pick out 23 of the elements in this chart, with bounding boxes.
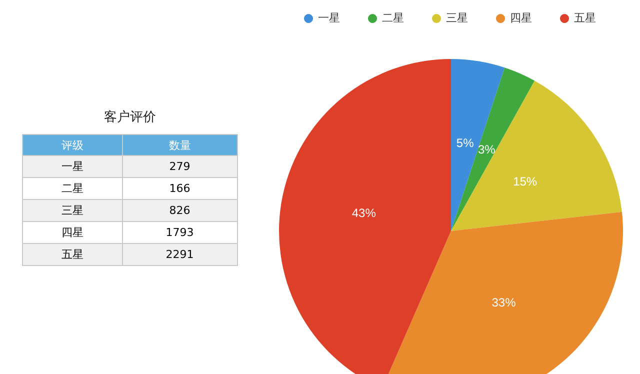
- legend-label: 三星: [446, 12, 468, 24]
- data-label: 166: [122, 178, 238, 200]
- category-label: 二星: [22, 178, 122, 200]
- data-label: 279: [122, 156, 238, 178]
- category-label: 三星: [22, 200, 122, 222]
- legend-label: 四星: [510, 12, 532, 24]
- data-label: 43%: [352, 206, 376, 220]
- text: 数量: [122, 134, 238, 156]
- category-label: 五星: [22, 244, 122, 266]
- data-label: 33%: [492, 296, 516, 310]
- legend-label: 二星: [382, 12, 404, 24]
- data-label: 826: [122, 200, 238, 222]
- text: 客户评价: [103, 109, 157, 126]
- legend-label: 五星: [574, 12, 596, 24]
- category-label: 一星: [22, 156, 122, 178]
- data-label: 5%: [456, 136, 474, 150]
- legend-label: 一星: [318, 12, 340, 24]
- data-label: 15%: [513, 174, 538, 189]
- data-label: 3%: [478, 142, 496, 156]
- category-label: 四星: [22, 222, 122, 244]
- data-label: 1793: [122, 222, 238, 244]
- text: 评级: [22, 134, 122, 156]
- data-label: 2291: [122, 244, 238, 266]
